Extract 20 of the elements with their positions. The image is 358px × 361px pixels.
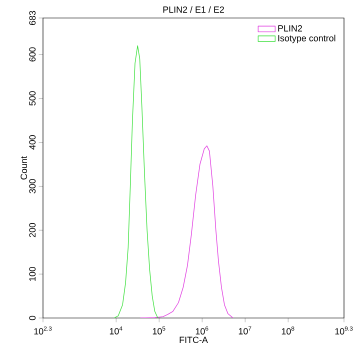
y-tick-label: 400 — [29, 135, 36, 150]
legend-label: PLIN2 — [278, 25, 302, 32]
x-tick-label: 10$^{8}$ — [282, 326, 294, 335]
x-tick-label: 10$^{4}$ — [110, 326, 122, 334]
y-tick-label: 0 — [29, 316, 36, 320]
x-tick-label: 10$^{9.3}$ — [335, 326, 353, 335]
x-tick-label: 10$^{6}$ — [196, 326, 208, 335]
x-axis-title: FITC-A — [180, 336, 208, 344]
x-tick-label: 10$^{7}$ — [238, 326, 252, 334]
y-tick-label: 500 — [29, 91, 36, 106]
chart-title: PLIN2 / E1 / E2 — [163, 6, 224, 13]
x-tick-label: 10$^{2.3}$ — [34, 326, 52, 335]
x-tick-label: 10$^{5}$ — [152, 326, 166, 334]
y-tick-label: 100 — [29, 266, 36, 281]
y-tick-label: 300 — [29, 179, 36, 194]
y-tick-label: 200 — [29, 223, 36, 238]
legend-label: Isotype control — [278, 34, 336, 44]
y-axis-title: Count — [20, 156, 28, 180]
y-tick-label: 683 — [29, 10, 36, 26]
y-tick-label: 600 — [29, 47, 36, 62]
